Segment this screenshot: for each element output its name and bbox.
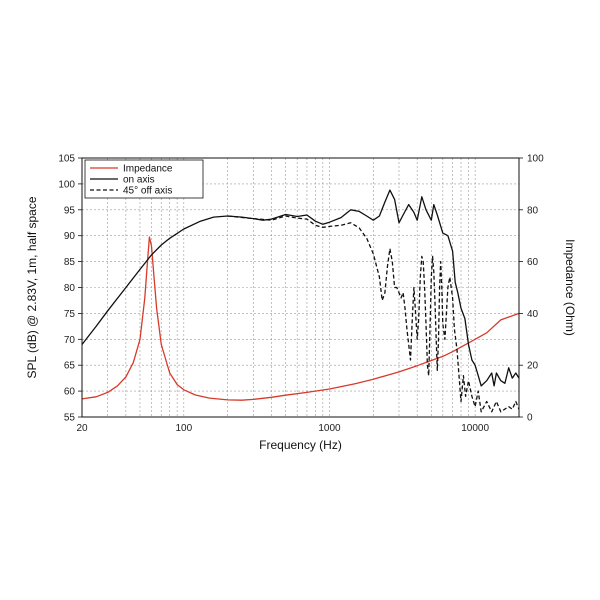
- y-axis-ticks: 55 60 65 70 75 80 85 90 95 100 105: [58, 154, 82, 424]
- x-tick-label: 100: [175, 423, 192, 434]
- y-tick-label: 95: [64, 205, 76, 216]
- legend-entry-impedance: Impedance: [123, 164, 173, 175]
- y2-tick-label: 80: [527, 205, 539, 216]
- y2-axis-label: Impedance (Ohm): [563, 239, 577, 336]
- y2-tick-label: 100: [527, 154, 544, 165]
- y-tick-label: 105: [58, 154, 75, 165]
- x-axis-label: Frequency (Hz): [259, 438, 342, 452]
- y2-tick-label: 20: [527, 361, 539, 372]
- y-tick-label: 85: [64, 257, 76, 268]
- y-tick-label: 70: [64, 335, 76, 346]
- y-tick-label: 80: [64, 283, 76, 294]
- y-tick-label: 100: [58, 179, 75, 190]
- y-tick-label: 55: [64, 413, 76, 424]
- y-tick-label: 65: [64, 361, 76, 372]
- series-off-axis-45: [227, 215, 520, 413]
- y-tick-label: 75: [64, 309, 76, 320]
- y-tick-label: 60: [64, 387, 76, 398]
- y2-tick-label: 40: [527, 309, 539, 320]
- legend: Impedance on axis 45° off axis: [84, 159, 204, 199]
- x-tick-label: 20: [76, 423, 88, 434]
- y2-tick-label: 0: [527, 413, 533, 424]
- y-tick-label: 90: [64, 231, 76, 242]
- series-impedance: [81, 236, 520, 401]
- y2-tick-label: 60: [527, 257, 539, 268]
- x-tick-label: 10000: [461, 423, 489, 434]
- y-axis-label: SPL (dB) @ 2.83V, 1m, half space: [25, 196, 39, 378]
- series-layer: [81, 189, 520, 413]
- legend-entry-off-axis: 45° off axis: [123, 186, 172, 197]
- series-on-axis: [81, 189, 520, 387]
- x-tick-label: 1000: [318, 423, 341, 434]
- x-axis-ticks: 20 100 1000 10000: [76, 423, 489, 434]
- y2-axis-ticks: 0 20 40 60 80 100: [519, 154, 544, 424]
- legend-entry-on-axis: on axis: [123, 175, 155, 186]
